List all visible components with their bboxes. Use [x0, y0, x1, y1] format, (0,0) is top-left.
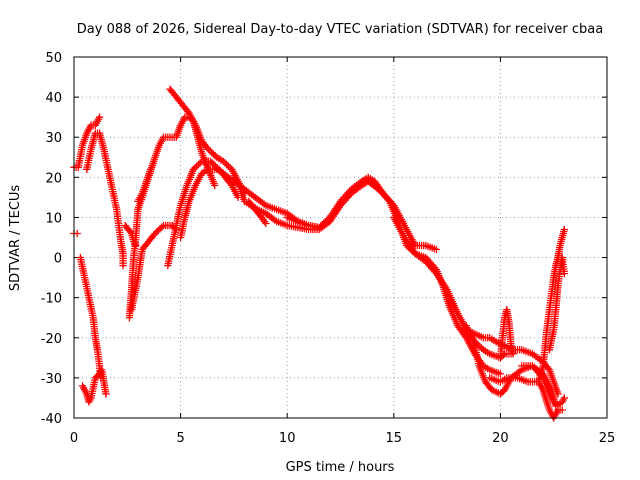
- data-point: [558, 406, 566, 414]
- data-points: [70, 85, 569, 422]
- data-point: [496, 370, 505, 378]
- data-point: [262, 219, 270, 228]
- data-point: [560, 394, 569, 402]
- y-tick-label: -20: [41, 332, 62, 347]
- y-tick-label: -40: [41, 412, 62, 427]
- series-track-22: [535, 225, 569, 386]
- series-track-21: [486, 374, 566, 422]
- y-tick-label: 20: [45, 171, 62, 186]
- series-track-24: [518, 362, 558, 406]
- x-tick-label: 0: [70, 431, 78, 446]
- series-track-9: [134, 165, 155, 206]
- x-tick-label: 10: [279, 431, 296, 446]
- series-track-3: [76, 253, 105, 382]
- axis-ticks: 0 5 10 15 20 25 -40 -30 -20 -10 0 10 20 30 40 50: [41, 51, 616, 446]
- data-point: [119, 261, 127, 270]
- y-tick-label: 30: [45, 131, 62, 146]
- data-point: [73, 229, 81, 238]
- series-track-13: [236, 177, 387, 234]
- data-point: [95, 113, 104, 121]
- y-tick-label: -30: [41, 372, 62, 387]
- data-point: [432, 245, 441, 254]
- x-tick-label: 15: [386, 431, 403, 446]
- data-point: [102, 390, 110, 398]
- data-point: [147, 165, 155, 173]
- y-axis-label: SDTVAR / TECUs: [8, 185, 23, 292]
- series-track-5: [83, 129, 127, 270]
- x-tick-label: 25: [599, 431, 616, 446]
- chart-title: Day 088 of 2026, Sidereal Day-to-day VTE…: [77, 22, 603, 37]
- series-track-23: [545, 253, 569, 354]
- x-tick-label: 20: [492, 431, 509, 446]
- y-tick-label: 0: [54, 252, 62, 267]
- series-track-4: [78, 366, 110, 406]
- x-tick-label: 5: [176, 431, 184, 446]
- data-point: [211, 181, 219, 190]
- y-tick-label: 10: [45, 211, 62, 226]
- data-point: [550, 398, 558, 406]
- data-point: [509, 350, 517, 358]
- data-point: [560, 269, 569, 278]
- x-axis-label: GPS time / hours: [286, 460, 395, 475]
- data-point: [560, 225, 569, 234]
- series-track-7: [125, 113, 219, 322]
- series-track-1: [70, 113, 104, 171]
- y-tick-label: 40: [45, 91, 62, 106]
- y-tick-label: 50: [45, 51, 62, 66]
- y-tick-label: -10: [41, 292, 62, 307]
- series-track-12: [176, 165, 323, 242]
- series-track-14: [245, 197, 270, 228]
- plot-frame: [73, 56, 608, 419]
- series-track-20: [496, 306, 517, 362]
- series-track-2: [70, 229, 81, 238]
